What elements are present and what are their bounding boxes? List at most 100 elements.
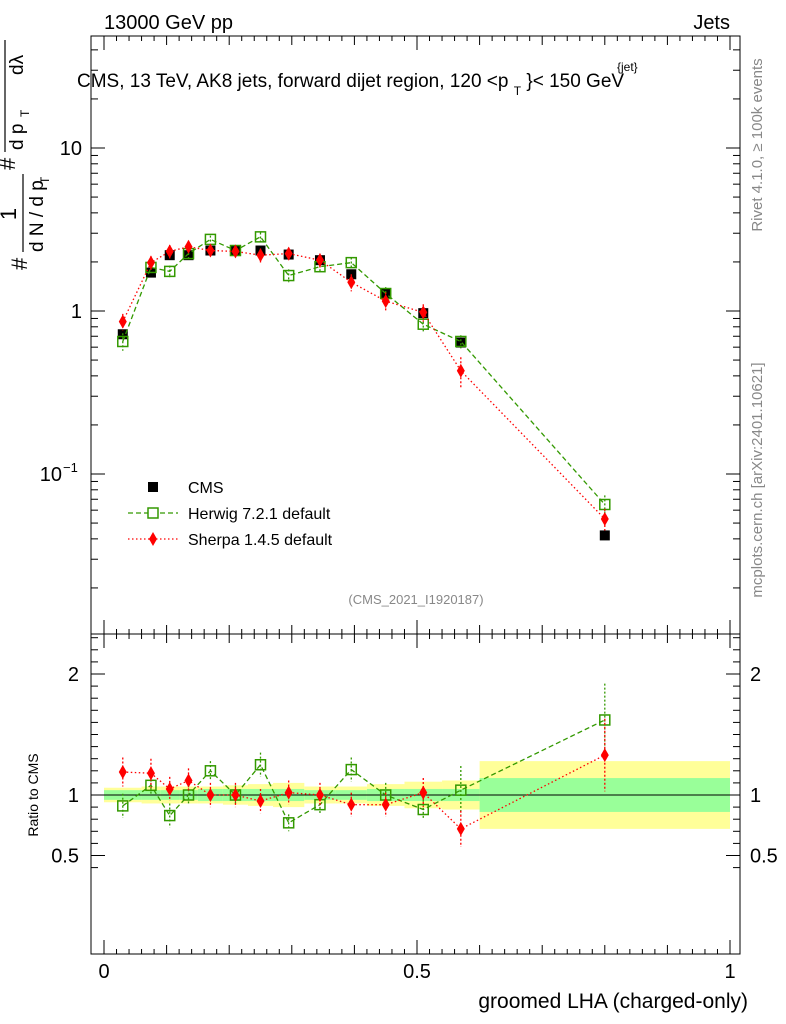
ylabel-dp-subT: T (18, 109, 32, 117)
ylabel-one: 1 (0, 208, 21, 220)
main-ylabel: # 1 d N / d p T # d 2 N d p T dλ # (0, 40, 52, 270)
sherpa-point (118, 314, 127, 329)
ratio-xtick-label: 1 (724, 961, 735, 983)
header-right: Jets (693, 12, 730, 34)
ratio-sherpa-point (456, 821, 465, 836)
mcplots-label: mcplots.cern.ch [arXiv:2401.10621] (749, 362, 766, 597)
ylabel-hash1: # (7, 257, 32, 270)
ratio-panel: 0.5 0.5 1 1 2 2 0 0.5 1 Ratio to CMS groomed LHA… (25, 633, 778, 1013)
main-ytick-label: 1 (71, 301, 82, 323)
main-title: CMS, 13 TeV, AK8 jets, forward dijet reg… (77, 71, 624, 100)
ylabel-d2n-n: N (0, 86, 2, 100)
ylabel-d2n-d: d (0, 109, 2, 120)
sherpa-point (456, 363, 465, 378)
herwig-point (455, 335, 467, 348)
herwig-point (163, 265, 176, 278)
cms-point (183, 250, 194, 261)
legend-sherpa: Sherpa 1.4.5 default (128, 532, 333, 549)
ylabel-subT: T (38, 176, 52, 184)
ratio-herwig-line (122, 719, 606, 824)
ratio-herwig-point (455, 784, 467, 796)
title-end: }< 150 GeV (526, 71, 624, 92)
analysis-annotation: (CMS_2021_I1920187) (348, 592, 483, 607)
ratio-marks (117, 683, 611, 848)
herwig-point (282, 269, 295, 282)
ratio-ytick-label: 2 (68, 664, 79, 686)
sherpa-point (165, 244, 174, 259)
ylabel-dlambda: dλ (7, 54, 28, 75)
herwig-point (345, 256, 358, 269)
ratio-ytick-label-right: 1 (750, 785, 761, 807)
ratio-sherpa-point (419, 785, 428, 800)
legend-herwig-marker (147, 507, 159, 519)
ratio-sherpa-point (284, 785, 293, 800)
sherpa-point (419, 305, 428, 320)
ratio-herwig-point (117, 800, 129, 812)
ratio-sherpa-point (146, 766, 155, 781)
cms-point (599, 530, 610, 541)
legend-cms-label: CMS (188, 480, 224, 497)
sherpa-point (231, 244, 240, 259)
sherpa-point (256, 248, 265, 263)
rivet-label: Rivet 4.1.0, ≥ 100k events (749, 58, 766, 231)
ratio-ytick-label-right: 2 (750, 664, 761, 686)
main-ytick-exponent: −1 (63, 460, 78, 475)
ratio-ytick-label: 1 (68, 785, 79, 807)
legend-herwig: Herwig 7.2.1 default (128, 506, 331, 523)
ratio-xlabel: groomed LHA (charged-only) (478, 990, 748, 1013)
sherpa-line (122, 246, 606, 520)
ratio-xtick-label: 0 (98, 961, 109, 983)
herwig-line (122, 236, 606, 505)
ratio-ticks: 0.5 0.5 1 1 2 2 0 0.5 1 (51, 634, 778, 983)
main-ytick-label: 10 (60, 138, 82, 160)
sherpa-point (347, 275, 356, 290)
ratio-sherpa-point (165, 781, 174, 796)
ratio-sherpa-point (206, 788, 215, 802)
title-sup: {jet} (617, 60, 638, 74)
legend: CMS Herwig 7.2.1 default Sherpa 1.4.5 de… (128, 480, 333, 549)
main-ytick-label: 10 (40, 464, 62, 486)
herwig-point (117, 335, 129, 348)
legend-cms: CMS (148, 480, 224, 497)
ratio-herwig-point (417, 803, 430, 816)
ratio-herwig-point (282, 817, 295, 829)
ratio-xtick-label: 0.5 (403, 961, 431, 983)
main-marks (117, 231, 611, 541)
ratio-sherpa-point (231, 788, 240, 802)
ylabel-hash2: # (0, 157, 20, 170)
ylabel-dndp: d N / d p (27, 180, 48, 252)
ratio-frame (90, 633, 741, 955)
legend-sherpa-marker (149, 532, 157, 546)
header-left: 13000 GeV pp (104, 12, 233, 34)
ratio-sherpa-point (381, 797, 390, 812)
ratio-ytick-label-right: 0.5 (750, 846, 778, 868)
title-sub: T (514, 84, 522, 98)
cms-point (455, 337, 466, 348)
ratio-ylabel: Ratio to CMS (25, 753, 41, 836)
sherpa-point (315, 253, 324, 268)
ratio-sherpa-point (315, 788, 324, 802)
ratio-sherpa-point (600, 748, 609, 763)
ratio-sherpa-point (256, 794, 265, 809)
ratio-herwig-point (204, 765, 217, 777)
legend-herwig-label: Herwig 7.2.1 default (188, 506, 331, 523)
sherpa-point (600, 511, 609, 526)
ratio-herwig-point (163, 809, 176, 822)
ratio-sherpa-point (347, 797, 356, 812)
sherpa-point (146, 255, 155, 270)
legend-sherpa-label: Sherpa 1.4.5 default (188, 532, 333, 549)
sherpa-point (284, 246, 293, 261)
title-main: CMS, 13 TeV, AK8 jets, forward dijet reg… (77, 71, 508, 92)
ratio-sherpa-point (118, 765, 127, 780)
sherpa-point (381, 294, 390, 309)
ratio-herwig-point (345, 763, 358, 776)
legend-cms-marker (148, 482, 158, 492)
ratio-herwig-point (254, 759, 267, 771)
sherpa-point (206, 243, 215, 258)
ratio-herwig-point (599, 714, 611, 726)
ratio-sherpa-point (184, 773, 193, 788)
ratio-ytick-label: 0.5 (51, 846, 79, 868)
